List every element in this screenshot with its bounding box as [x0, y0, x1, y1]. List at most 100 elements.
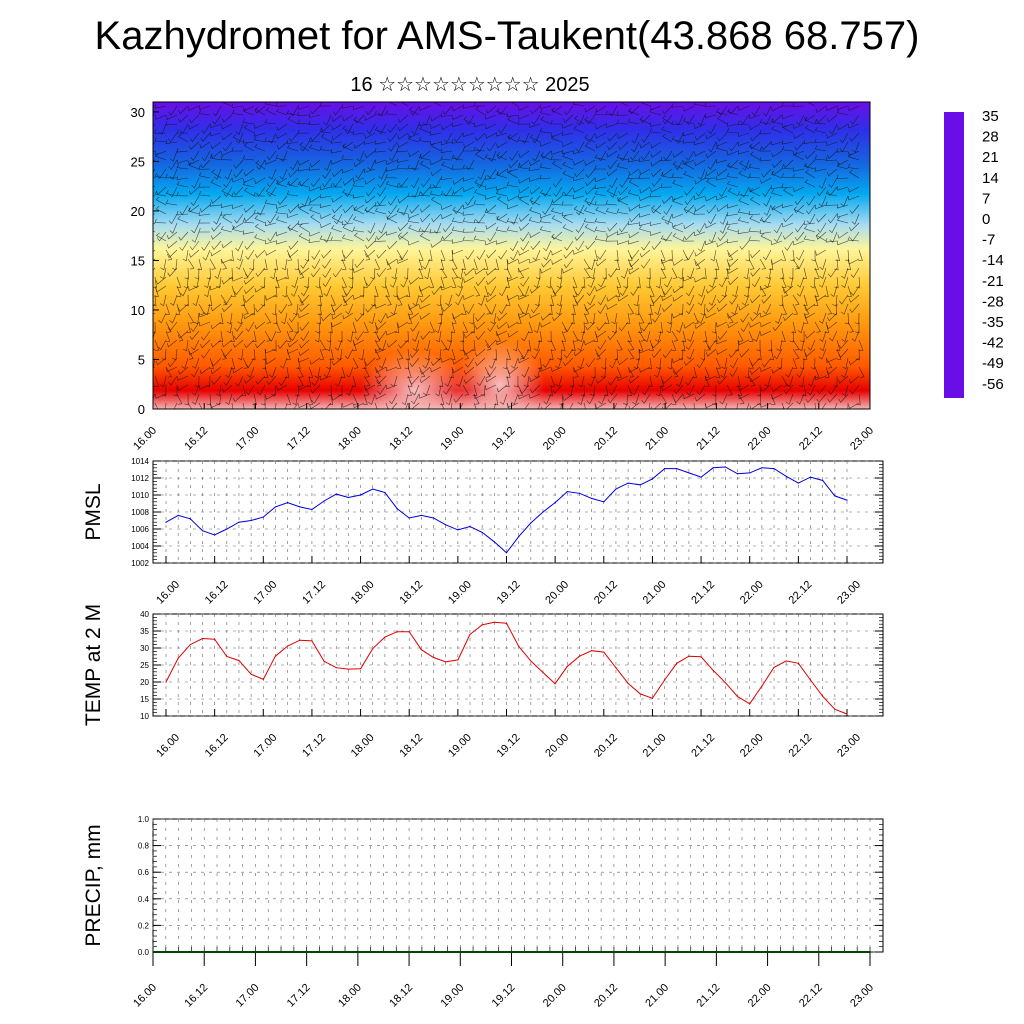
y-tick-label: 20 — [140, 678, 149, 687]
x-tick-label: 19.12 — [495, 732, 523, 760]
data-point — [724, 682, 726, 684]
x-tick-label: 18.12 — [387, 982, 415, 1010]
x-tick-label: 23.00 — [835, 579, 863, 607]
y-axis-label: PRECIP, mm — [82, 824, 105, 946]
data-point — [311, 640, 313, 642]
data-point — [274, 506, 277, 508]
data-point — [700, 476, 702, 478]
y-tick-label: 25 — [131, 154, 145, 169]
data-point — [262, 678, 264, 680]
data-point — [335, 667, 337, 669]
data-point — [834, 495, 836, 497]
x-tick-label: 16.00 — [131, 982, 159, 1010]
y-tick-label: 40 — [140, 610, 149, 619]
x-tick-label: 17.00 — [251, 732, 279, 760]
x-tick-label: 18.00 — [349, 732, 377, 760]
page-title: Kazhydromet for AMS-Taukent(43.868 68.75… — [94, 14, 920, 58]
colorbar-label: 0 — [982, 211, 990, 228]
y-tick-label: 1.0 — [138, 815, 150, 824]
data-point — [809, 476, 812, 478]
x-tick-label: 22.00 — [746, 982, 774, 1010]
data-point — [432, 517, 435, 519]
y-tick-label: 1006 — [131, 525, 149, 534]
x-tick-label: 21.12 — [695, 425, 723, 453]
data-point — [445, 524, 447, 526]
colorbar-label: -49 — [982, 355, 1004, 372]
x-tick-label: 18.12 — [387, 425, 415, 453]
data-point — [481, 531, 483, 534]
heatmap-x-axis: 16.00 16.12 17.00 17.12 18.00 18.12 19.00 19.12… — [131, 403, 876, 453]
x-tick-label: 19.00 — [438, 425, 466, 453]
data-point — [408, 517, 410, 519]
y-tick-label: 30 — [140, 644, 149, 653]
data-point — [749, 703, 751, 705]
data-point — [189, 644, 191, 646]
data-point — [299, 639, 301, 641]
colorbar-label: 28 — [982, 129, 999, 146]
data-point — [578, 655, 581, 657]
data-point — [347, 496, 350, 499]
plot-frame — [152, 460, 884, 564]
x-tick-label: 22.12 — [797, 425, 825, 453]
data-point — [591, 497, 593, 499]
x-tick-label: 18.00 — [336, 425, 364, 453]
y-tick-label: 20 — [131, 204, 145, 219]
colorbar-label: -56 — [982, 376, 1004, 393]
data-point — [822, 695, 824, 697]
temperature-panel: 10 15 20 25 30 35 40 16.00 16.12 17.00 17.12 18.00 1… — [82, 604, 884, 760]
x-tick-label: 20.00 — [541, 425, 569, 453]
data-point — [445, 661, 447, 663]
x-tick-label: 20.12 — [592, 982, 620, 1010]
data-point — [299, 506, 301, 508]
plot-frame — [152, 818, 884, 953]
data-point — [347, 668, 350, 670]
colorbar: 35 28 21 14 7 0 -7 -14 -21 -28 -35 -42 -49 -56 — [944, 108, 1004, 398]
data-point — [749, 472, 751, 474]
data-point — [663, 468, 666, 470]
data-point — [554, 683, 556, 685]
x-tick-label: 21.00 — [641, 579, 669, 607]
y-tick-label: 0.6 — [138, 868, 150, 877]
x-tick-label: 17.12 — [285, 425, 313, 453]
x-tick-label: 17.12 — [285, 982, 313, 1010]
data-point — [457, 659, 459, 661]
y-tick-label: 35 — [140, 627, 149, 636]
x-tick-label: 18.00 — [349, 579, 377, 607]
colorbar-label: 7 — [982, 190, 990, 207]
y-tick-label: 1002 — [131, 559, 149, 568]
data-point — [372, 488, 374, 490]
data-point — [323, 660, 325, 662]
data-point — [238, 521, 240, 523]
data-point — [469, 633, 471, 636]
x-tick-label: 22.00 — [738, 579, 766, 607]
y-tick-label: 1010 — [131, 491, 149, 500]
page-subtitle: 16 ☆☆☆☆☆☆☆☆☆ 2025 — [350, 74, 590, 96]
data-point — [651, 697, 654, 699]
data-point — [651, 478, 654, 480]
x-tick-label: 16.12 — [203, 579, 231, 607]
x-tick-label: 23.00 — [848, 982, 876, 1010]
data-point — [809, 679, 812, 681]
data-point — [323, 500, 325, 502]
y-tick-label: 0.8 — [138, 842, 150, 851]
data-point — [603, 651, 605, 653]
data-point — [724, 466, 726, 468]
temperature-cross-section: 0 5 10 15 20 25 30 16.00 16.12 17.00 17.12 18.00 18… — [131, 101, 876, 453]
x-tick-label: 22.12 — [787, 579, 815, 607]
x-tick-label: 19.00 — [446, 579, 474, 607]
data-point — [615, 667, 617, 669]
data-point — [493, 621, 495, 623]
data-point — [226, 528, 228, 530]
data-point — [761, 467, 763, 469]
x-tick-label: 16.12 — [182, 982, 210, 1010]
data-point — [688, 472, 690, 474]
y-tick-label: 15 — [131, 253, 145, 268]
precipitation-panel: 0.0 0.2 0.4 0.6 0.8 1.0 16.00 16.12 17.00 17.12 18… — [82, 815, 884, 1010]
data-point — [518, 645, 520, 647]
data-point — [712, 467, 714, 469]
data-point — [846, 713, 848, 715]
x-tick-label: 17.00 — [234, 982, 262, 1010]
x-tick-label: 21.00 — [641, 732, 669, 760]
y-tick-label: 30 — [131, 105, 145, 120]
colorbar-scale — [944, 112, 964, 398]
